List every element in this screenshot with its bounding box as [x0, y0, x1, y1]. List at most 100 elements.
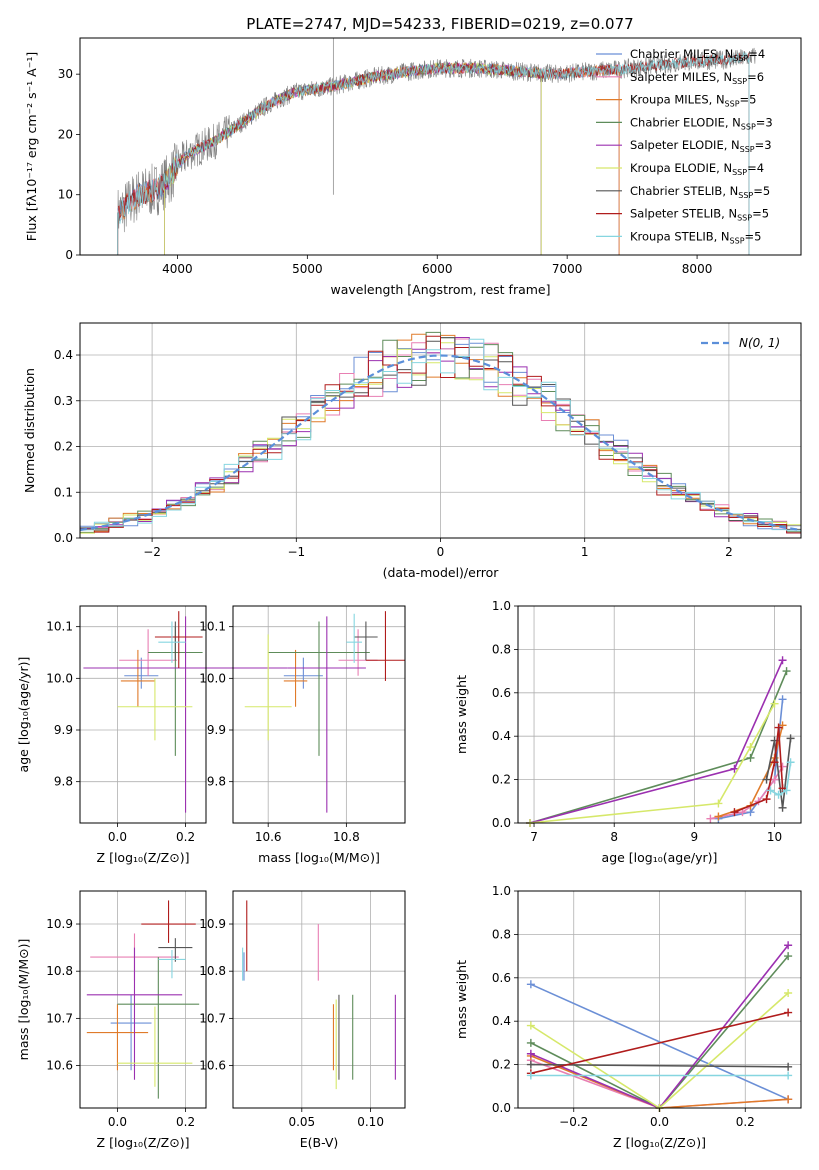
panel-weight-vs-age: 7 8 9 10 0.0 0.2 0.4 0.6 0.8 1.0 age [log₁₀(age/yr… [454, 599, 802, 865]
weight-marker [762, 795, 771, 804]
residual-histogram [80, 338, 801, 531]
weight-line [529, 703, 776, 824]
x-tick-label: −2 [143, 545, 161, 559]
weight-marker [526, 1060, 535, 1069]
weight-marker [770, 775, 779, 784]
x-axis-label: Z [log₁₀(Z/Z⊙)] [613, 1135, 706, 1150]
y-tick-label: 10.8 [199, 964, 226, 978]
y-tick-label: 0.6 [492, 971, 511, 985]
weight-line [530, 1063, 789, 1068]
x-axis-label: age [log₁₀(age/yr)] [602, 850, 718, 865]
weight-marker [778, 656, 787, 665]
y-axis-label: mass weight [454, 960, 469, 1039]
x-tick-label: 0 [437, 545, 445, 559]
x-tick-label: 10.8 [333, 830, 360, 844]
weight-marker [784, 941, 793, 950]
x-tick-label: 5000 [292, 262, 323, 276]
y-tick-label: 10 [58, 188, 73, 202]
y-axis-label: mass weight [454, 675, 469, 754]
y-tick-label: 20 [58, 127, 73, 141]
x-tick-label: 10 [767, 830, 782, 844]
y-tick-label: 0.0 [54, 531, 73, 545]
weight-marker [782, 667, 791, 676]
weight-marker [778, 803, 787, 812]
panel-age-vs-z: 0.0 0.2 9.8 9.9 10.0 10.1 Z [log₁₀(Z/Z⊙)] age [… [16, 605, 288, 865]
legend-label: Chabrier STELIB, NSSP=5 [630, 184, 770, 200]
x-tick-label: 8000 [682, 262, 713, 276]
weight-marker [714, 799, 723, 808]
weight-marker [778, 695, 787, 704]
x-tick-label: 0.05 [288, 1115, 315, 1129]
weight-line [530, 1011, 789, 1075]
x-axis-label: wavelength [Angstrom, rest frame] [330, 282, 550, 297]
weight-marker [766, 786, 775, 795]
weight-marker [526, 1021, 535, 1030]
plot-frame [232, 605, 406, 824]
weight-marker [770, 758, 779, 767]
y-tick-label: 0.0 [492, 816, 511, 830]
y-tick-label: 9.9 [54, 723, 73, 737]
weight-marker [746, 743, 755, 752]
y-axis-label: Normed distribution [22, 368, 37, 493]
x-tick-label: 0.2 [176, 1115, 195, 1129]
y-tick-label: 0.6 [492, 686, 511, 700]
weight-line [770, 762, 792, 796]
y-tick-label: 10.0 [199, 671, 226, 685]
y-axis-label: Flux [fλ10⁻¹⁷ erg cm⁻² s⁻¹ A⁻¹] [24, 52, 39, 241]
panel-age-vs-mass: 10.6 10.8 9.8 9.9 10.0 10.1 mass [log₁₀(M/M⊙)] [199, 605, 406, 865]
weight-marker [774, 790, 783, 799]
y-tick-label: 0.3 [54, 394, 73, 408]
weight-marker [770, 699, 779, 708]
weight-marker [774, 723, 783, 732]
plot-frame [232, 890, 406, 1109]
weight-line [765, 738, 792, 808]
weight-marker [782, 786, 791, 795]
weight-line [530, 983, 789, 1101]
y-tick-label: 0.0 [492, 1101, 511, 1115]
legend-label: N(0, 1) [739, 336, 780, 350]
legend-label: Salpeter ELODIE, NSSP=3 [630, 138, 772, 154]
y-tick-label: 10.6 [199, 1059, 226, 1073]
weight-marker [730, 764, 739, 773]
x-tick-label: 7 [530, 830, 538, 844]
normal-curve [79, 354, 802, 532]
panel-mass-vs-z: 0.0 0.2 10.6 10.7 10.8 10.9 Z [log₁₀(Z/Z⊙)] mas… [16, 890, 207, 1150]
weight-marker [786, 758, 795, 767]
weight-marker [526, 980, 535, 989]
x-axis-label: Z [log₁₀(Z/Z⊙)] [97, 1135, 190, 1150]
y-tick-label: 0.1 [54, 485, 73, 499]
weight-marker [784, 1071, 793, 1080]
x-tick-label: 0.2 [176, 830, 195, 844]
weight-marker [526, 1038, 535, 1047]
weight-marker [746, 753, 755, 762]
y-tick-label: 9.8 [54, 775, 73, 789]
x-tick-label: 7000 [552, 262, 583, 276]
y-tick-label: 10.1 [46, 620, 73, 634]
x-tick-label: 9 [691, 830, 699, 844]
y-tick-label: 0 [65, 248, 73, 262]
legend-label: Salpeter MILES, NSSP=6 [630, 70, 764, 86]
x-tick-label: −1 [287, 545, 305, 559]
y-tick-label: 10.8 [46, 964, 73, 978]
legend-label: Kroupa ELODIE, NSSP=4 [630, 161, 764, 177]
x-tick-label: 10.6 [255, 830, 282, 844]
y-tick-label: 0.2 [54, 440, 73, 454]
x-axis-label: Z [log₁₀(Z/Z⊙)] [97, 850, 190, 865]
panel-weight-vs-z: −0.2 0.0 0.2 0.0 0.2 0.4 0.6 0.8 1.0 Z [log₁₀(Z/Z… [454, 884, 802, 1150]
weight-marker [778, 762, 787, 771]
x-tick-label: −0.2 [559, 1115, 588, 1129]
x-tick-label: 8 [610, 830, 618, 844]
y-tick-label: 1.0 [492, 599, 511, 613]
x-tick-label: 6000 [422, 262, 453, 276]
panel-residuals: −2 −1 0 1 2 0.0 0.1 0.2 0.3 0.4 (data-model)/error… [22, 322, 802, 580]
model-spectrum-line [117, 52, 750, 223]
y-tick-label: 10.0 [46, 671, 73, 685]
plot-frame [517, 605, 802, 824]
model-spectrum-line [117, 51, 750, 225]
residual-histogram [80, 331, 801, 533]
panel-mass-vs-ebv: 0.05 0.10 10.6 10.7 10.8 10.9 E(B-V) [199, 890, 406, 1150]
weight-marker [784, 1062, 793, 1071]
y-tick-label: 0.4 [54, 348, 73, 362]
figure-title: PLATE=2747, MJD=54233, FIBERID=0219, z=0… [246, 15, 633, 33]
y-axis-label: age [log₁₀(age/yr)] [16, 657, 31, 773]
